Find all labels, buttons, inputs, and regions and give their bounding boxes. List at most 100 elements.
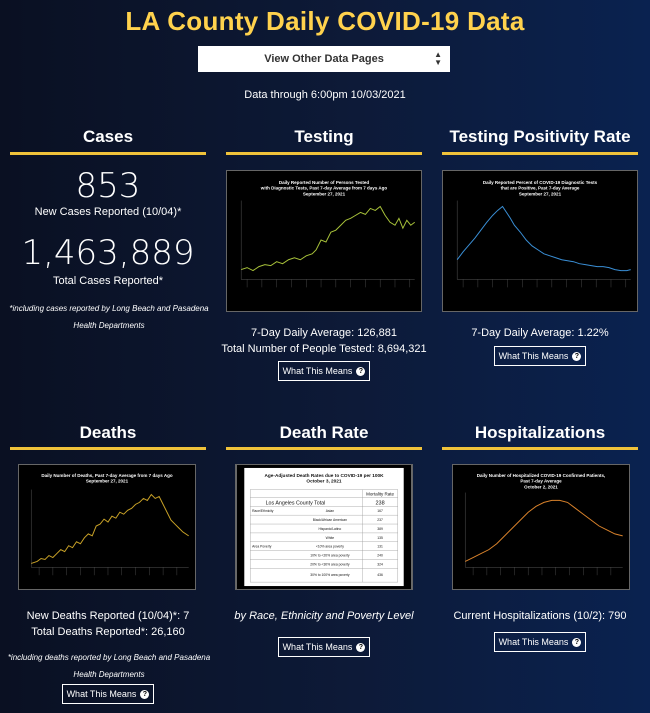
- select-arrows-icon: ▲ ▼: [434, 50, 442, 67]
- new-cases-count: 853: [75, 166, 141, 206]
- death-rate-row-label: Los Angeles County Total: [266, 500, 326, 506]
- positivity-series-line: [456, 205, 631, 272]
- deaths-footnote-line2: Health Departments: [73, 670, 145, 679]
- death-rate-group-label: Area Poverty: [252, 545, 272, 549]
- hospitalizations-heading: Hospitalizations: [474, 423, 606, 442]
- cases-footnote-line2: Health Departments: [73, 321, 145, 330]
- cases-footnote: *including cases reported by Long Beach …: [4, 300, 214, 334]
- positivity-chart-svg: Daily Reported Percent of COVID-19 Diagn…: [456, 180, 631, 288]
- question-icon: ?: [572, 351, 582, 361]
- death-rate-row-label: 30% to 100% area poverty: [310, 573, 350, 577]
- positivity-chart[interactable]: Daily Reported Percent of COVID-19 Diagn…: [442, 170, 638, 312]
- testing-chart[interactable]: Daily Reported Number of Persons Tested …: [226, 170, 422, 312]
- hosp-chart-title-2: Past 7-day Average: [520, 479, 562, 484]
- death-rate-row-label: Hispanic/Latino: [319, 527, 342, 531]
- positivity-divider: [442, 152, 638, 155]
- data-through-text: Data through 6:00pm 10/03/2021: [244, 89, 406, 101]
- death-rate-row-label: 20% to <30% area poverty: [310, 562, 350, 566]
- death-rate-row-value: 135: [377, 536, 383, 540]
- death-rate-row-label: White: [326, 536, 335, 540]
- death-rate-heading: Death Rate: [279, 423, 369, 442]
- death-rate-table-title-2: October 3, 2021: [306, 479, 342, 485]
- hosp-series-line: [465, 499, 623, 562]
- hospitalizations-current: Current Hospitalizations (10/2): 790: [453, 610, 627, 622]
- testing-avg: 7-Day Daily Average: 126,881: [251, 327, 397, 339]
- death-rate-what-this-means-button[interactable]: What This Means ?: [278, 637, 370, 657]
- cases-footnote-line1: *including cases reported by Long Beach …: [9, 304, 209, 313]
- positivity-chart-title-1: Daily Reported Percent of COVID-19 Diagn…: [483, 180, 598, 185]
- deaths-total: Total Deaths Reported*: 26,160: [31, 626, 185, 638]
- death-rate-row-label: Asian: [326, 509, 334, 513]
- positivity-avg: 7-Day Daily Average: 1.22%: [471, 327, 609, 339]
- positivity-chart-title-3: September 27, 2021: [519, 192, 562, 197]
- testing-chart-title-3: September 27, 2021: [303, 192, 346, 197]
- positivity-heading: Testing Positivity Rate: [449, 127, 631, 146]
- testing-divider: [226, 152, 422, 155]
- deaths-chart-title-1: Daily Number of Deaths, Past 7-day Avera…: [41, 473, 172, 478]
- death-rate-row-value: 131: [377, 545, 383, 549]
- death-rate-row-value: 240: [377, 554, 383, 558]
- deaths-footnote-line1: *including deaths reported by Long Beach…: [7, 653, 211, 662]
- death-rate-row-value: 238: [376, 500, 385, 506]
- death-rate-col-header: Mortality Rate: [366, 492, 394, 497]
- question-icon: ?: [140, 689, 150, 699]
- testing-series-line: [241, 205, 415, 272]
- death-rate-table-svg: Age-Adjusted Death Rates due to COVID-19…: [236, 465, 412, 589]
- death-rate-row-label: <10% area poverty: [316, 545, 344, 549]
- select-label: View Other Data Pages: [264, 53, 384, 65]
- testing-chart-svg: Daily Reported Number of Persons Tested …: [240, 180, 415, 288]
- deaths-series-line: [31, 493, 189, 564]
- cases-heading: Cases: [82, 127, 134, 146]
- hosp-button-label: What This Means: [498, 637, 569, 647]
- testing-chart-title-2: with Diagnostic Tests, Past 7-day Averag…: [260, 186, 388, 191]
- hosp-chart-title-3: October 2, 2021: [524, 485, 558, 490]
- deaths-chart-title-2: September 27, 2021: [86, 479, 129, 484]
- deaths-chart-svg: Daily Number of Deaths, Past 7-day Avera…: [30, 473, 189, 576]
- hosp-x-ticks: [472, 567, 612, 576]
- death-rate-row-value: 436: [377, 573, 383, 577]
- hospitalizations-what-this-means-button[interactable]: What This Means ?: [494, 632, 586, 652]
- hospitalizations-divider: [442, 447, 638, 450]
- question-icon: ?: [356, 366, 366, 376]
- testing-total: Total Number of People Tested: 8,694,321: [221, 343, 427, 355]
- death-rate-group-label: Race/Ethnicity: [252, 509, 274, 513]
- positivity-button-label: What This Means: [498, 351, 569, 361]
- deaths-button-label: What This Means: [66, 689, 137, 699]
- testing-button-label: What This Means: [282, 366, 353, 376]
- testing-heading: Testing: [294, 127, 354, 146]
- deaths-heading: Deaths: [79, 423, 137, 442]
- hospitalizations-chart[interactable]: Daily Number of Hospitalized COVID-19 Co…: [452, 464, 630, 590]
- question-icon: ?: [572, 637, 582, 647]
- death-rate-button-label: What This Means: [282, 642, 353, 652]
- page-title: LA County Daily COVID-19 Data: [125, 6, 525, 36]
- testing-what-this-means-button[interactable]: What This Means ?: [278, 361, 370, 381]
- death-rate-table[interactable]: Age-Adjusted Death Rates due to COVID-19…: [235, 464, 413, 590]
- total-cases-label: Total Cases Reported*: [52, 275, 164, 287]
- deaths-divider: [10, 447, 206, 450]
- hosp-chart-title-1: Daily Number of Hospitalized COVID-19 Co…: [477, 473, 605, 478]
- death-rate-row-label: 10% to <20% area poverty: [310, 554, 350, 558]
- deaths-what-this-means-button[interactable]: What This Means ?: [62, 684, 154, 704]
- death-rate-divider: [226, 447, 422, 450]
- testing-x-ticks: [246, 279, 410, 288]
- deaths-x-ticks: [38, 567, 178, 576]
- view-other-pages-select[interactable]: View Other Data Pages ▲ ▼: [198, 46, 450, 72]
- deaths-chart[interactable]: Daily Number of Deaths, Past 7-day Avera…: [18, 464, 196, 590]
- death-rate-row-value: 389: [377, 527, 383, 531]
- total-cases-count: 1,463,889: [21, 233, 195, 273]
- deaths-footnote: *including deaths reported by Long Beach…: [4, 649, 214, 683]
- death-rate-caption: by Race, Ethnicity and Poverty Level: [234, 610, 414, 622]
- question-icon: ?: [356, 642, 366, 652]
- positivity-what-this-means-button[interactable]: What This Means ?: [494, 346, 586, 366]
- cases-divider: [10, 152, 206, 155]
- death-rate-row-value: 324: [377, 562, 383, 566]
- death-rate-table-title-1: Age-Adjusted Death Rates due to COVID-19…: [264, 473, 384, 479]
- death-rate-row-value: 167: [377, 509, 383, 513]
- positivity-chart-title-2: that are Positive, Past 7-day Average: [501, 186, 580, 191]
- hospitalizations-chart-svg: Daily Number of Hospitalized COVID-19 Co…: [464, 473, 623, 576]
- death-rate-row-label: Black/African American: [313, 518, 347, 522]
- testing-chart-title-1: Daily Reported Number of Persons Tested: [279, 180, 369, 185]
- death-rate-row-value: 237: [377, 518, 383, 522]
- new-cases-label: New Cases Reported (10/04)*: [34, 206, 182, 218]
- deaths-new: New Deaths Reported (10/04)*: 7: [26, 610, 190, 622]
